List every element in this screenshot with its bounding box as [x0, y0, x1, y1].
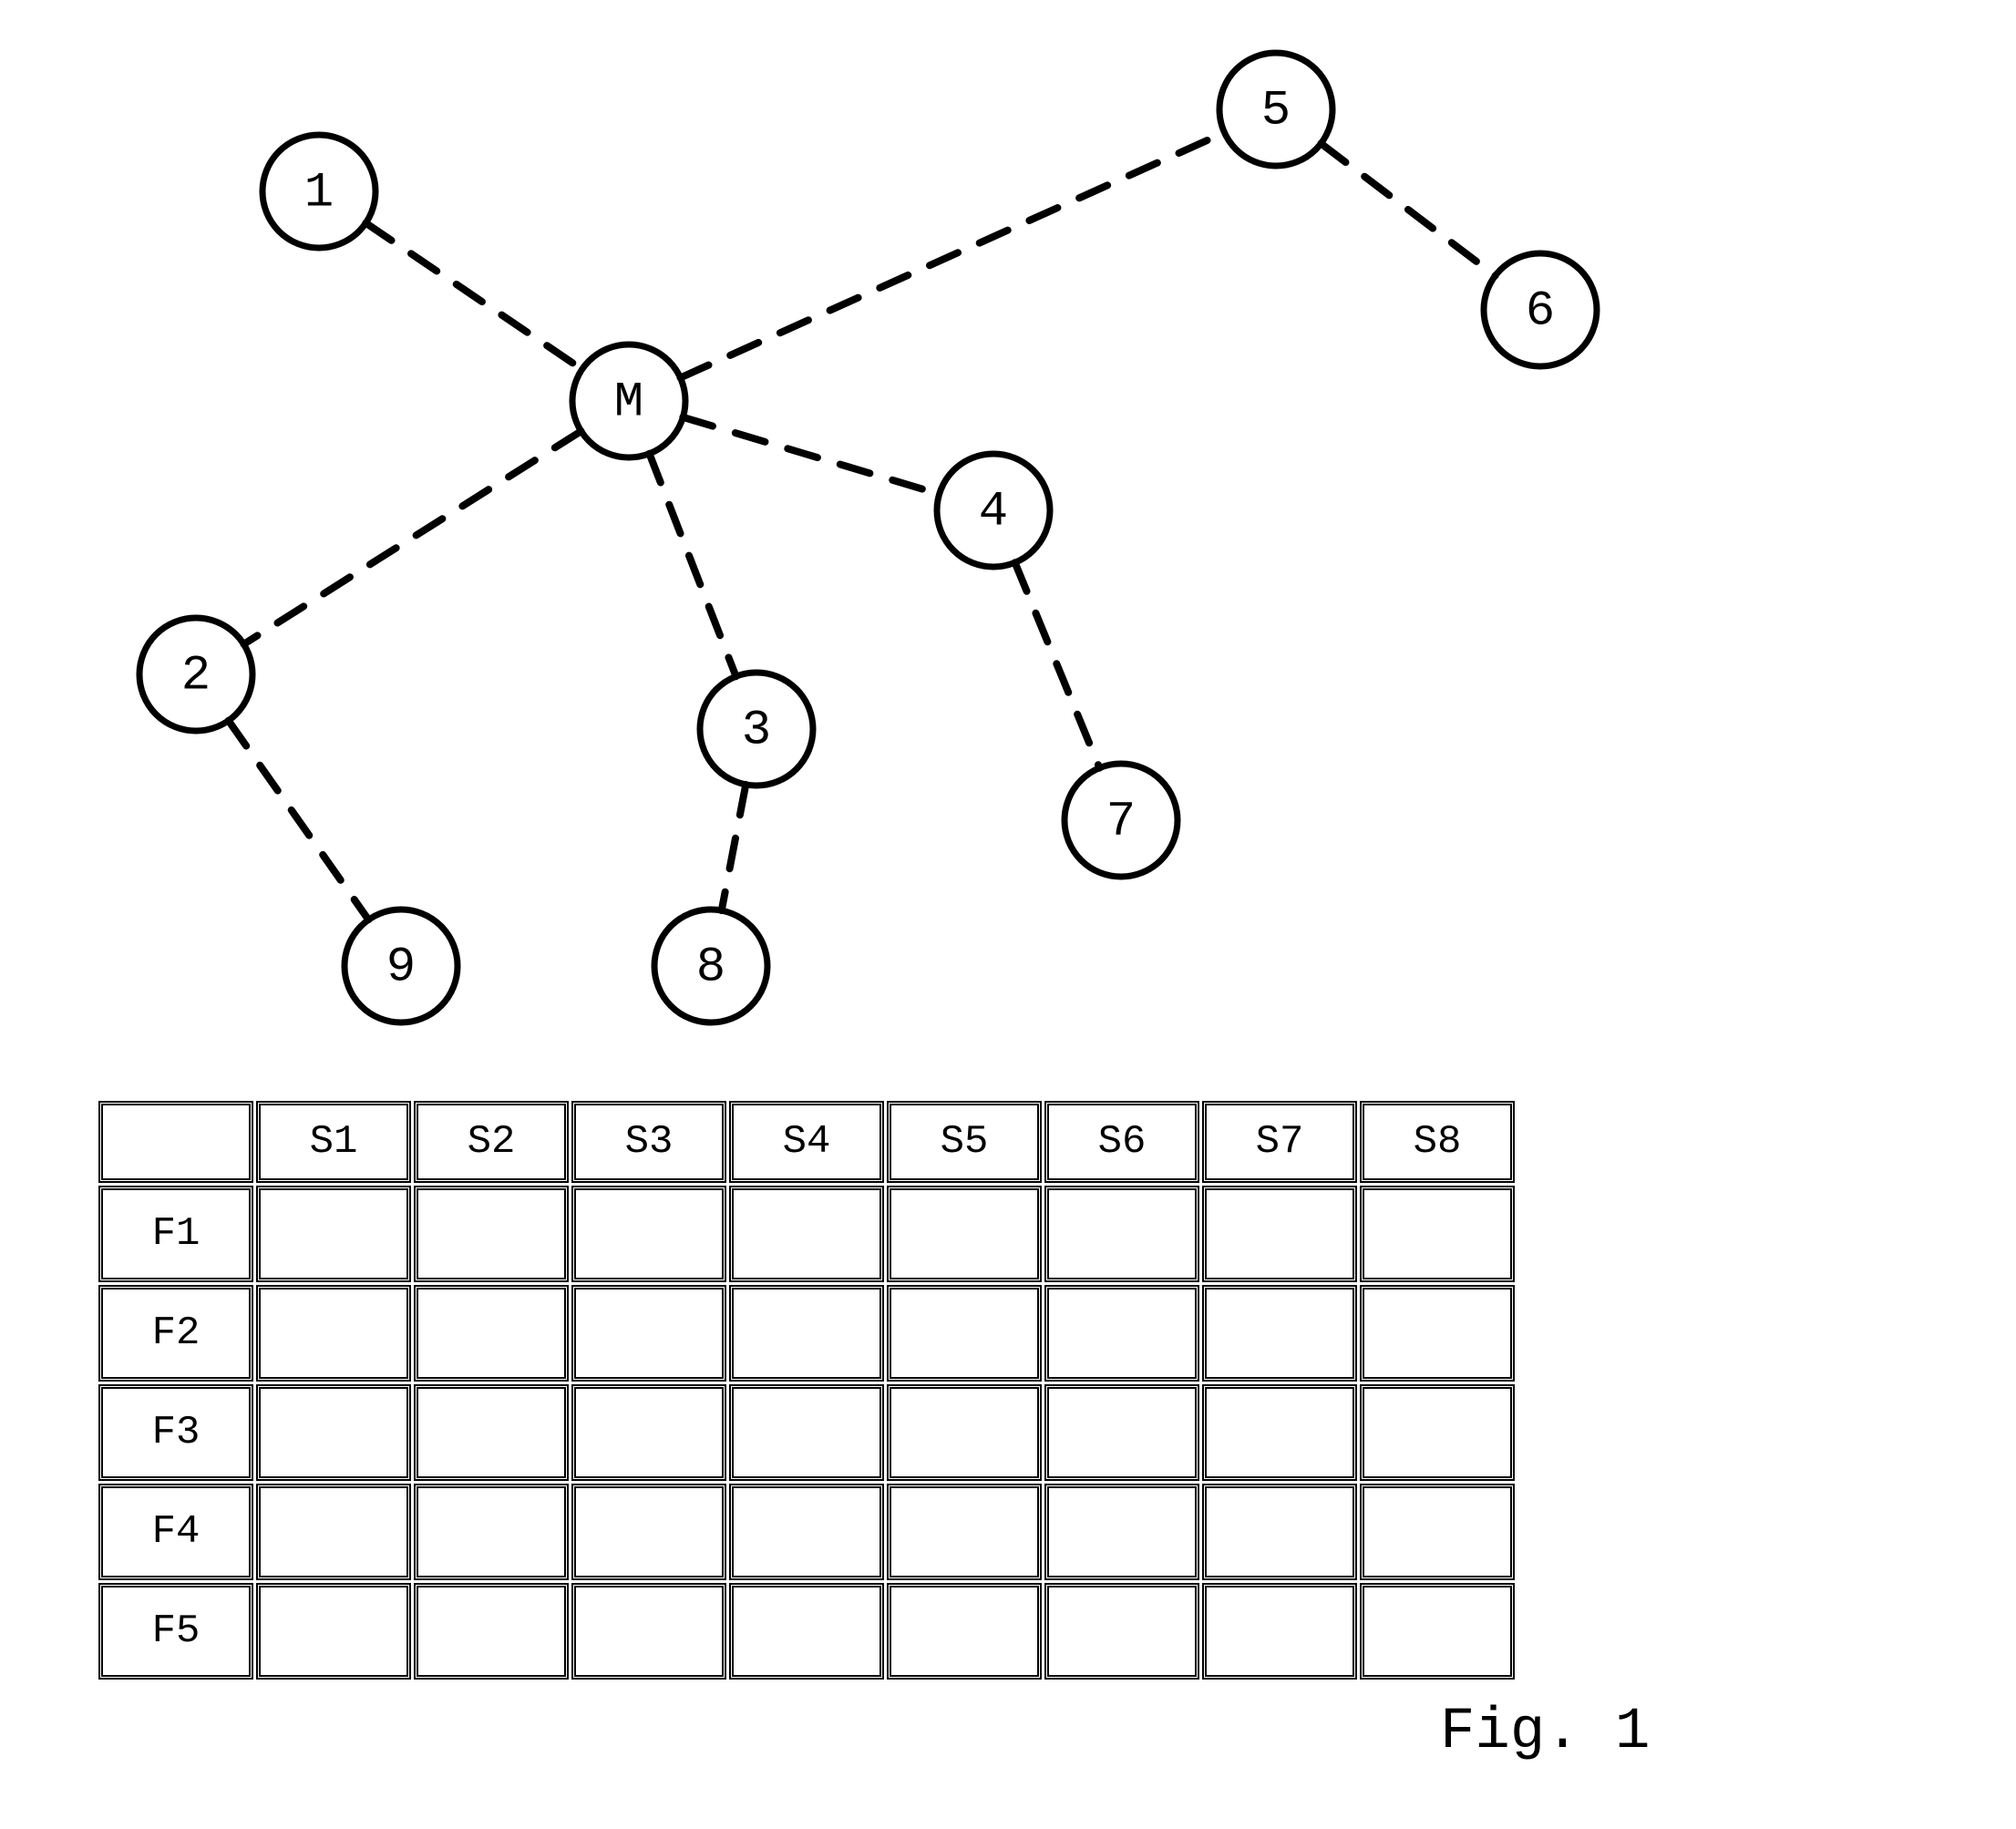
- cell-F5-S2: [414, 1583, 569, 1680]
- node-label-7: 7: [1106, 795, 1136, 850]
- row-header-F4: F4: [98, 1484, 253, 1580]
- slot-frequency-table: S1S2S3S4S5S6S7S8 F1F2F3F4F5: [96, 1098, 1517, 1682]
- table-row: F2: [98, 1285, 1515, 1382]
- cell-F5-S7: [1202, 1583, 1357, 1680]
- edge-n1-nM: [365, 223, 581, 370]
- cell-F2-S1: [256, 1285, 411, 1382]
- row-header-F5: F5: [98, 1583, 253, 1680]
- edge-nM-n2: [243, 431, 581, 644]
- cell-F4-S6: [1044, 1484, 1199, 1580]
- cell-F5-S1: [256, 1583, 411, 1680]
- cell-F1-S4: [729, 1186, 884, 1282]
- cell-F2-S7: [1202, 1285, 1357, 1382]
- network-diagram: 1 M 5 6 4 2 3 7 9 8: [0, 0, 2016, 1094]
- node-M: M: [572, 344, 685, 457]
- cell-F2-S3: [571, 1285, 726, 1382]
- cell-F1-S8: [1360, 1186, 1515, 1282]
- edge-n5-n6: [1321, 143, 1495, 275]
- edge-n2-n9: [229, 721, 369, 920]
- node-label-8: 8: [696, 940, 725, 996]
- cell-F4-S8: [1360, 1484, 1515, 1580]
- cell-F1-S3: [571, 1186, 726, 1282]
- col-header-S8: S8: [1360, 1101, 1515, 1183]
- edge-n4-n7: [1015, 562, 1100, 767]
- cell-F3-S1: [256, 1384, 411, 1481]
- table-row: F3: [98, 1384, 1515, 1481]
- cell-F2-S5: [887, 1285, 1042, 1382]
- table-row: F5: [98, 1583, 1515, 1680]
- cell-F3-S6: [1044, 1384, 1199, 1481]
- col-header-S1: S1: [256, 1101, 411, 1183]
- node-3: 3: [700, 673, 813, 786]
- cell-F2-S4: [729, 1285, 884, 1382]
- node-9: 9: [345, 909, 458, 1022]
- cell-F1-S7: [1202, 1186, 1357, 1282]
- cell-F4-S4: [729, 1484, 884, 1580]
- figure-caption: Fig. 1: [1440, 1700, 1650, 1765]
- edge-n3-n8: [722, 785, 746, 910]
- cell-F3-S4: [729, 1384, 884, 1481]
- col-header-S7: S7: [1202, 1101, 1357, 1183]
- cell-F4-S7: [1202, 1484, 1357, 1580]
- row-header-F3: F3: [98, 1384, 253, 1481]
- node-label-1: 1: [304, 166, 334, 221]
- node-1: 1: [262, 135, 375, 248]
- edge-nM-n3: [649, 454, 735, 676]
- node-label-6: 6: [1526, 284, 1555, 340]
- row-header-F2: F2: [98, 1285, 253, 1382]
- cell-F5-S8: [1360, 1583, 1515, 1680]
- table-row: F4: [98, 1484, 1515, 1580]
- cell-F5-S5: [887, 1583, 1042, 1680]
- node-5: 5: [1219, 53, 1332, 166]
- cell-F5-S6: [1044, 1583, 1199, 1680]
- cell-F3-S5: [887, 1384, 1042, 1481]
- table-row: F1: [98, 1186, 1515, 1282]
- cell-F1-S1: [256, 1186, 411, 1282]
- node-8: 8: [654, 909, 767, 1022]
- cell-F2-S8: [1360, 1285, 1515, 1382]
- cell-F4-S2: [414, 1484, 569, 1580]
- col-header-S6: S6: [1044, 1101, 1199, 1183]
- cell-F2-S2: [414, 1285, 569, 1382]
- cell-F3-S8: [1360, 1384, 1515, 1481]
- cell-F1-S5: [887, 1186, 1042, 1282]
- cell-F4-S5: [887, 1484, 1042, 1580]
- node-label-5: 5: [1261, 84, 1291, 139]
- cell-F5-S3: [571, 1583, 726, 1680]
- cell-F1-S6: [1044, 1186, 1199, 1282]
- col-header-S3: S3: [571, 1101, 726, 1183]
- node-label-4: 4: [979, 485, 1008, 540]
- edge-nM-n5: [681, 132, 1225, 377]
- node-6: 6: [1484, 253, 1597, 366]
- col-header-S5: S5: [887, 1101, 1042, 1183]
- col-header-S2: S2: [414, 1101, 569, 1183]
- cell-F1-S2: [414, 1186, 569, 1282]
- cell-F5-S4: [729, 1583, 884, 1680]
- cell-F3-S3: [571, 1384, 726, 1481]
- cell-F4-S3: [571, 1484, 726, 1580]
- row-header-F1: F1: [98, 1186, 253, 1282]
- node-label-9: 9: [386, 940, 416, 996]
- cell-F4-S1: [256, 1484, 411, 1580]
- edge-nM-n4: [683, 417, 939, 494]
- node-7: 7: [1065, 764, 1178, 877]
- node-4: 4: [937, 454, 1050, 567]
- node-2: 2: [139, 618, 252, 731]
- col-header-S4: S4: [729, 1101, 884, 1183]
- cell-F3-S7: [1202, 1384, 1357, 1481]
- table-corner-cell: [98, 1101, 253, 1183]
- cell-F3-S2: [414, 1384, 569, 1481]
- node-label-M: M: [614, 375, 643, 431]
- node-label-3: 3: [742, 704, 771, 759]
- node-label-2: 2: [181, 649, 211, 704]
- cell-F2-S6: [1044, 1285, 1199, 1382]
